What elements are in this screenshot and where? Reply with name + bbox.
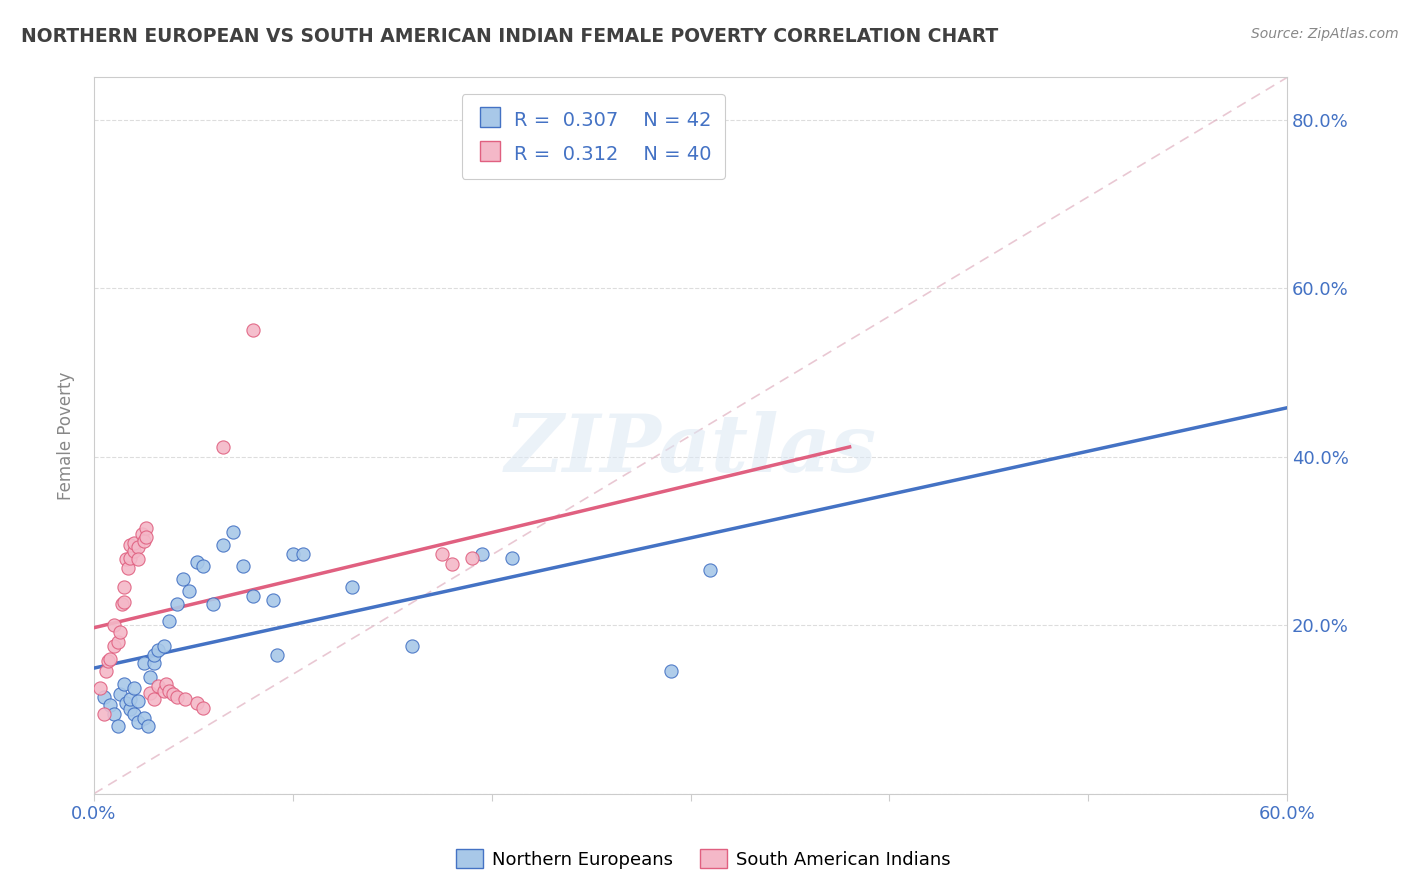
Point [114,696,136,710]
Point [112,594,135,608]
Point [242,323,264,337]
Point [122,535,145,549]
Point [146,679,169,693]
Point [103,618,125,632]
Point [103,706,125,721]
Point [132,533,155,548]
Point [440,558,463,572]
Point [152,684,174,698]
Point [501,550,523,565]
Point [193,700,215,714]
Text: Source: ZipAtlas.com: Source: ZipAtlas.com [1251,27,1399,41]
Point [94,665,117,679]
Text: ZIPatlas: ZIPatlas [505,411,876,489]
Point [118,702,141,716]
Point [291,547,314,561]
Point [132,711,155,725]
Point [127,714,149,729]
Point [138,670,160,684]
Point [98,698,121,713]
Point [174,692,197,706]
Point [127,540,149,554]
Point [342,580,364,594]
Point [202,597,225,611]
Point [659,665,682,679]
Point [172,572,194,586]
Point [222,525,245,540]
Point [93,690,115,704]
Point [212,538,235,552]
Point [114,552,136,566]
Point [471,547,494,561]
Point [98,652,121,666]
Point [108,687,131,701]
Point [118,550,141,565]
Point [179,584,201,599]
Point [232,559,254,574]
Point [122,681,145,696]
Point [155,677,177,691]
Legend: R =  0.307    N = 42, R =  0.312    N = 40: R = 0.307 N = 42, R = 0.312 N = 40 [461,95,725,178]
Point [142,656,165,670]
Point [122,706,145,721]
Point [166,597,188,611]
Point [107,635,129,649]
Point [103,639,125,653]
Point [138,685,160,699]
Point [193,559,215,574]
Point [127,694,149,708]
Point [131,527,153,541]
Point [262,592,284,607]
Y-axis label: Female Poverty: Female Poverty [58,371,75,500]
Legend: Northern Europeans, South American Indians: Northern Europeans, South American India… [449,842,957,876]
Point [132,656,155,670]
Point [186,696,208,710]
Point [136,719,159,733]
Point [142,648,165,662]
Point [107,719,129,733]
Point [118,692,141,706]
Point [401,639,423,653]
Point [127,552,149,566]
Text: NORTHERN EUROPEAN VS SOUTH AMERICAN INDIAN FEMALE POVERTY CORRELATION CHART: NORTHERN EUROPEAN VS SOUTH AMERICAN INDI… [21,27,998,45]
Point [108,624,131,639]
Point [166,690,188,704]
Point [430,547,453,561]
Point [135,521,157,535]
Point [112,677,135,691]
Point [135,530,157,544]
Point [117,561,139,575]
Point [146,643,169,657]
Point [159,614,181,628]
Point [461,550,484,565]
Point [122,544,145,558]
Point [266,648,288,662]
Point [242,589,264,603]
Point [699,563,721,577]
Point [93,706,115,721]
Point [118,538,141,552]
Point [162,687,184,701]
Point [159,684,181,698]
Point [89,681,111,696]
Point [112,580,135,594]
Point [281,547,304,561]
Point [111,597,134,611]
Point [152,639,174,653]
Point [212,440,235,454]
Point [186,555,208,569]
Point [142,692,165,706]
Point [97,654,120,668]
